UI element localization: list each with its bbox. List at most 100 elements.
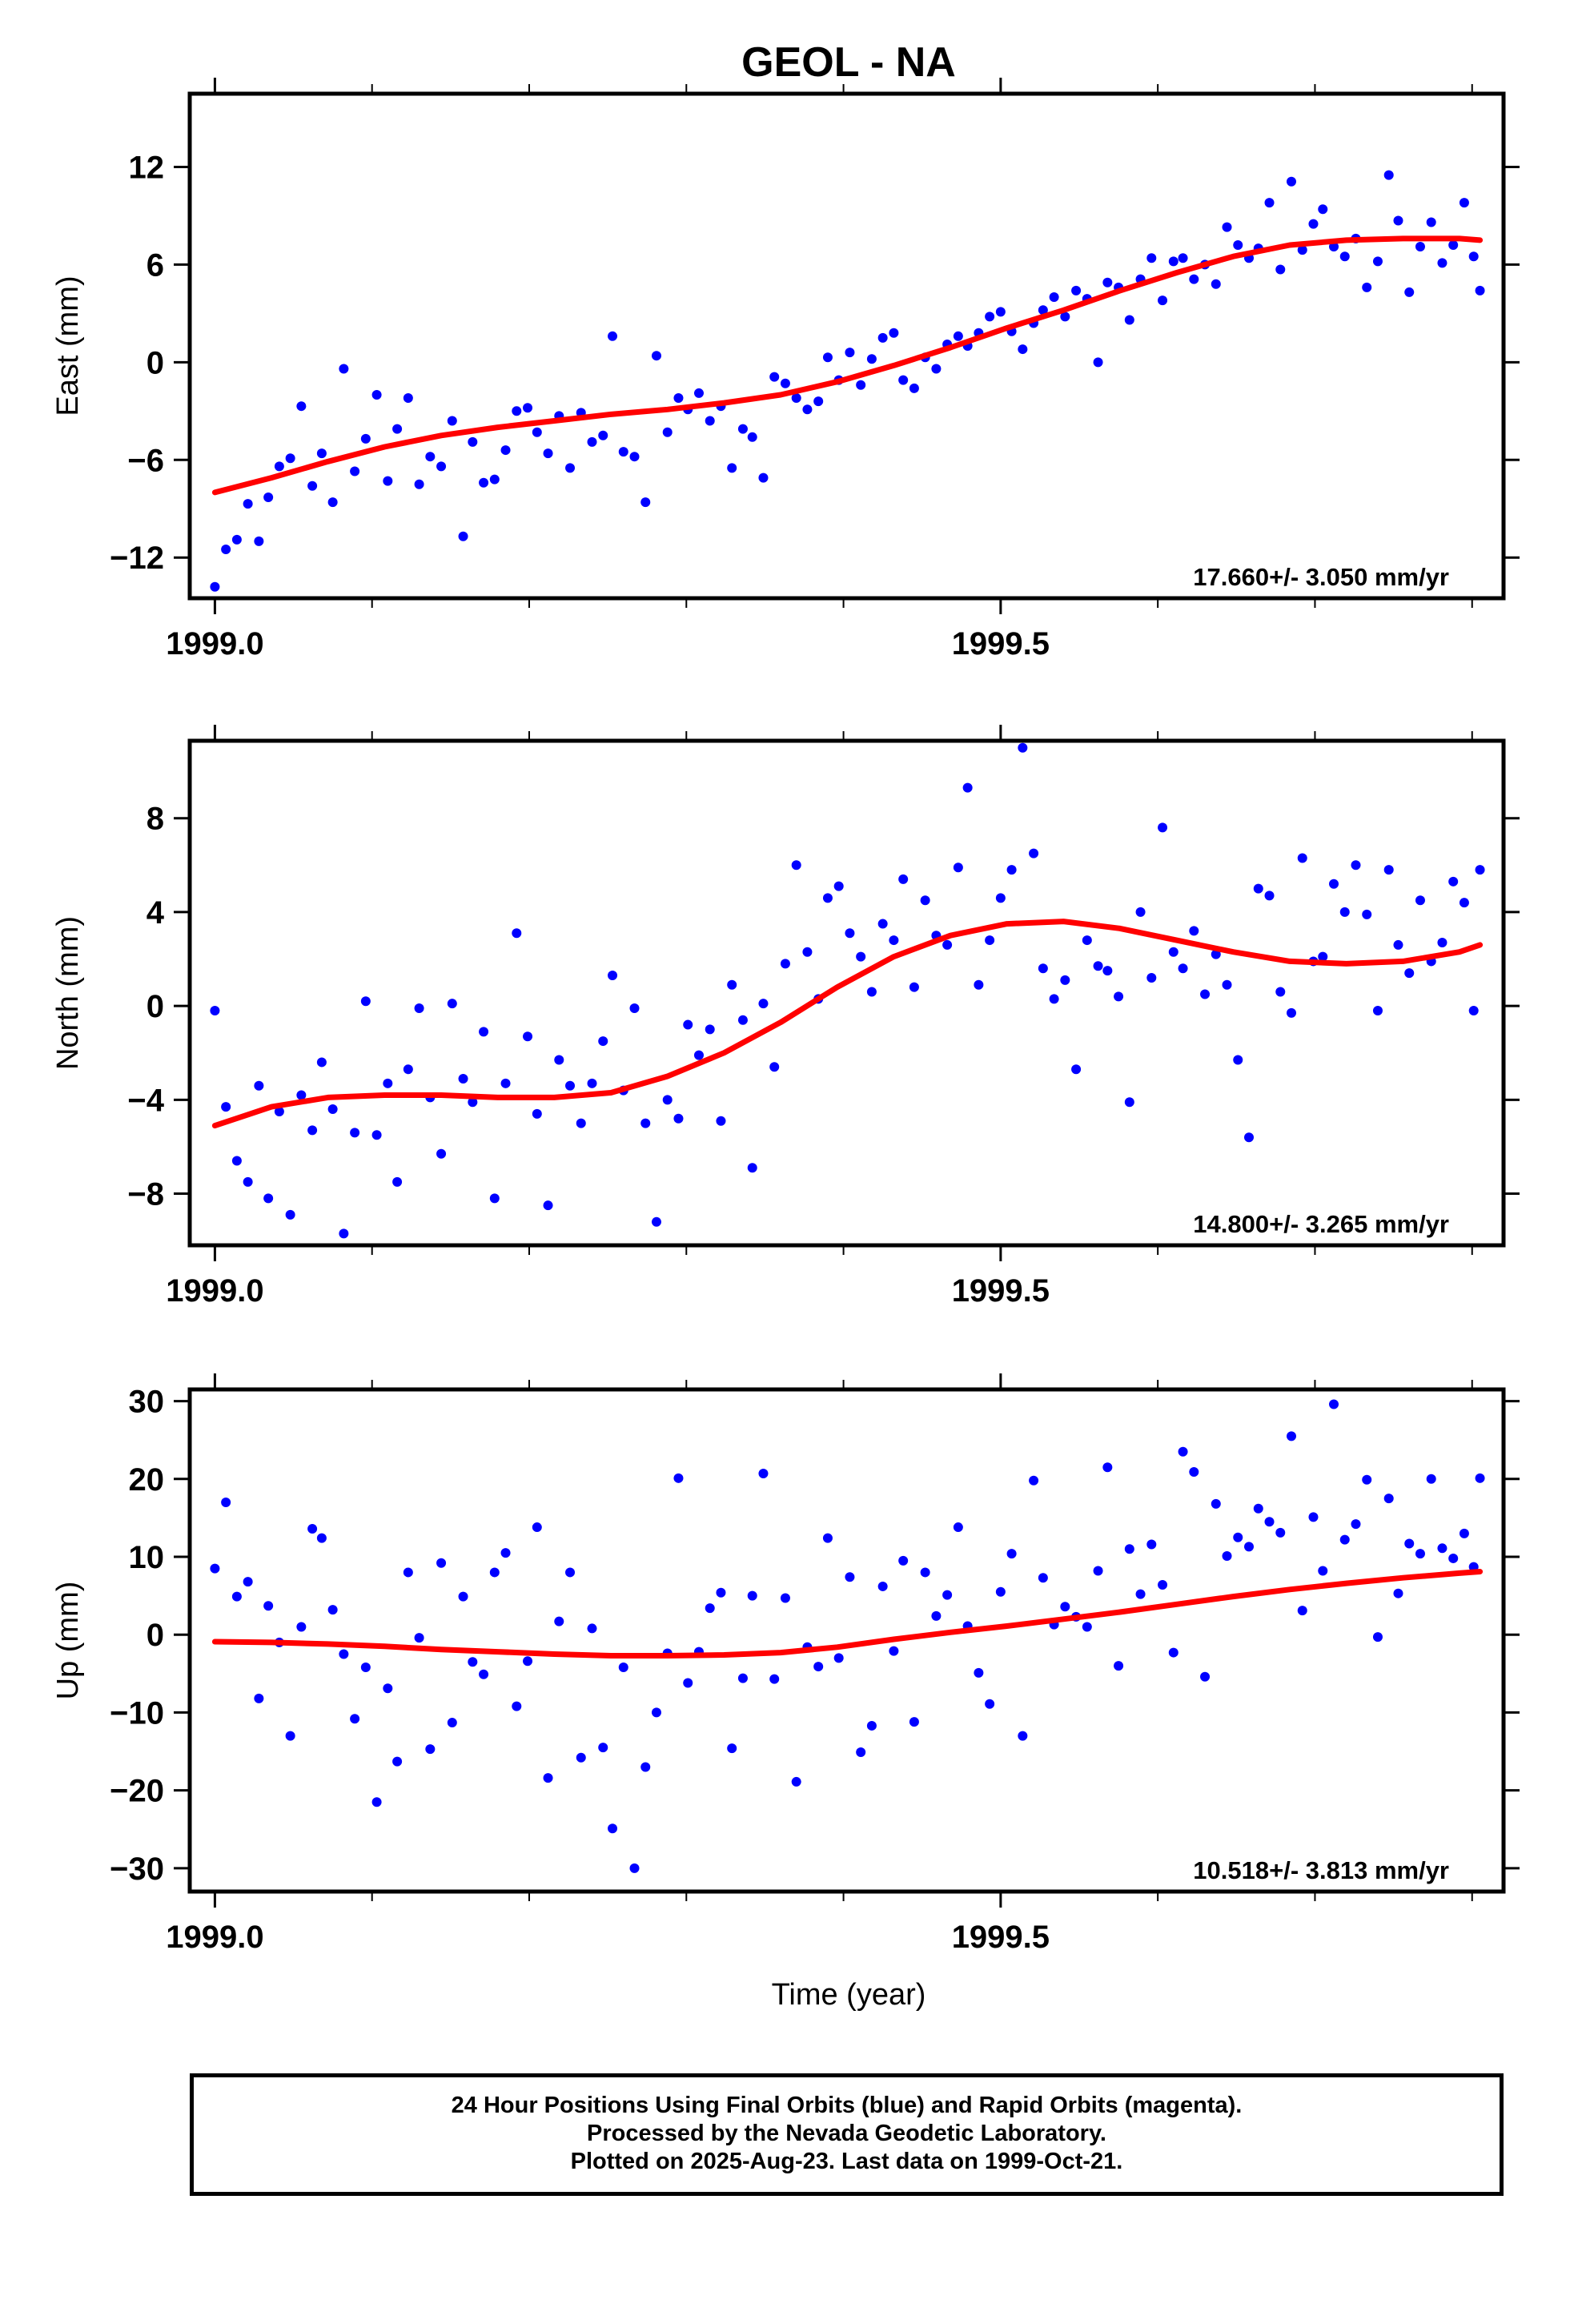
data-point bbox=[856, 951, 866, 962]
data-point bbox=[587, 436, 597, 447]
data-point bbox=[500, 1078, 511, 1088]
data-point bbox=[1233, 240, 1243, 250]
data-point bbox=[780, 1593, 790, 1603]
data-point bbox=[737, 1673, 748, 1683]
data-point bbox=[889, 328, 899, 338]
data-point bbox=[392, 1176, 403, 1187]
plot-area bbox=[210, 742, 1485, 1239]
data-point bbox=[576, 1752, 586, 1763]
data-point bbox=[296, 401, 307, 412]
data-point bbox=[898, 874, 909, 884]
data-point bbox=[974, 979, 984, 990]
data-point bbox=[716, 1116, 726, 1126]
data-point bbox=[1029, 848, 1039, 858]
y-tick-label: 12 bbox=[129, 150, 165, 185]
data-point bbox=[1178, 253, 1188, 263]
data-point bbox=[576, 1118, 586, 1128]
rate-label: 10.518+/- 3.813 mm/yr bbox=[1193, 1856, 1449, 1884]
plot-area bbox=[210, 170, 1485, 592]
data-point bbox=[877, 1581, 888, 1591]
data-point bbox=[1475, 285, 1485, 296]
rate-label: 14.800+/- 3.265 mm/yr bbox=[1193, 1210, 1449, 1238]
data-point bbox=[629, 1003, 640, 1014]
data-point bbox=[436, 461, 447, 472]
y-tick-label: −20 bbox=[110, 1774, 164, 1809]
data-point bbox=[447, 1718, 457, 1728]
panel-0: 1999.0 1999.5 −12 −6 0 6 12 East (mm) 17.660+/- … bbox=[51, 78, 1520, 661]
data-point bbox=[673, 1113, 684, 1124]
data-point bbox=[1264, 891, 1275, 901]
y-tick-label: 0 bbox=[147, 1618, 164, 1653]
data-point bbox=[425, 452, 436, 462]
y-tick-label: 6 bbox=[147, 247, 164, 283]
data-point bbox=[1146, 253, 1157, 263]
data-point bbox=[1018, 344, 1028, 355]
data-point bbox=[1275, 987, 1286, 997]
data-point bbox=[1287, 1007, 1297, 1018]
data-point bbox=[1437, 1543, 1447, 1554]
data-point bbox=[598, 1743, 608, 1753]
caption-line-2: Processed by the Nevada Geodetic Laborat… bbox=[587, 2121, 1106, 2146]
data-point bbox=[877, 332, 888, 343]
data-point bbox=[392, 1756, 403, 1767]
data-point bbox=[608, 1823, 618, 1834]
data-point bbox=[866, 354, 877, 364]
data-point bbox=[1082, 935, 1092, 946]
plot-area bbox=[210, 1399, 1485, 1873]
data-point bbox=[1459, 898, 1469, 908]
data-point bbox=[414, 1633, 424, 1643]
data-point bbox=[263, 1601, 274, 1611]
data-point bbox=[1124, 315, 1134, 325]
data-point bbox=[813, 1662, 824, 1672]
data-point bbox=[1114, 991, 1124, 1002]
data-point bbox=[640, 497, 651, 508]
data-point bbox=[1093, 1566, 1103, 1576]
data-point bbox=[598, 1036, 608, 1047]
data-point bbox=[210, 1005, 220, 1015]
data-point bbox=[1060, 975, 1070, 985]
data-point bbox=[791, 860, 801, 870]
data-point bbox=[500, 445, 511, 456]
data-point bbox=[1372, 1005, 1383, 1015]
data-point bbox=[1211, 949, 1221, 959]
data-point bbox=[565, 1567, 576, 1578]
data-point bbox=[1383, 170, 1394, 180]
data-point bbox=[920, 1567, 930, 1578]
data-point bbox=[316, 448, 327, 459]
trend-line bbox=[211, 235, 1484, 496]
data-point bbox=[1018, 742, 1028, 753]
data-point bbox=[1372, 256, 1383, 267]
data-point bbox=[1200, 989, 1211, 999]
data-point bbox=[1329, 1399, 1339, 1409]
data-point bbox=[1383, 865, 1394, 875]
data-point bbox=[1124, 1097, 1134, 1108]
data-point bbox=[758, 1468, 769, 1478]
data-point bbox=[468, 1097, 478, 1108]
data-point bbox=[1082, 1622, 1092, 1632]
data-point bbox=[512, 1701, 522, 1711]
data-point bbox=[727, 979, 737, 990]
data-point bbox=[1393, 1588, 1403, 1598]
data-point bbox=[1308, 1512, 1319, 1522]
data-point bbox=[436, 1148, 447, 1159]
data-point bbox=[532, 1522, 542, 1533]
data-point bbox=[1475, 1473, 1485, 1483]
data-point bbox=[1351, 1519, 1361, 1530]
data-point bbox=[327, 1104, 338, 1115]
data-point bbox=[523, 1031, 533, 1042]
data-point bbox=[673, 1473, 684, 1483]
data-point bbox=[833, 881, 844, 891]
data-point bbox=[995, 307, 1006, 317]
data-point bbox=[1233, 1055, 1243, 1065]
data-point bbox=[618, 447, 628, 457]
data-point bbox=[231, 534, 242, 545]
data-point bbox=[727, 463, 737, 473]
data-point bbox=[254, 1693, 264, 1703]
data-point bbox=[307, 480, 318, 491]
data-point bbox=[629, 452, 640, 462]
data-point bbox=[285, 453, 295, 464]
data-point bbox=[1264, 1517, 1275, 1527]
data-point bbox=[1189, 1467, 1199, 1478]
data-point bbox=[436, 1558, 447, 1568]
